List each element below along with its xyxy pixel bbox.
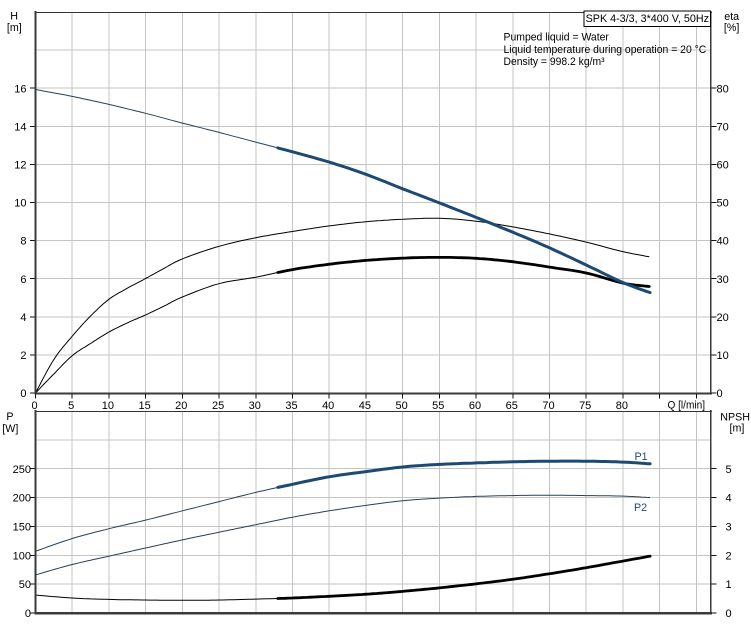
svg-text:4: 4 [726, 493, 732, 505]
svg-text:30: 30 [717, 274, 729, 286]
svg-text:Density = 998.2 kg/m³: Density = 998.2 kg/m³ [504, 56, 606, 68]
svg-text:16: 16 [14, 83, 26, 95]
svg-text:10: 10 [102, 400, 114, 412]
svg-text:50: 50 [395, 400, 407, 412]
svg-text:NPSH: NPSH [720, 412, 750, 424]
svg-text:20: 20 [717, 312, 729, 324]
svg-text:SPK 4-3/3, 3*400 V, 50Hz: SPK 4-3/3, 3*400 V, 50Hz [586, 13, 709, 25]
svg-text:0: 0 [20, 388, 26, 400]
svg-text:30: 30 [249, 400, 261, 412]
svg-text:5: 5 [726, 464, 732, 476]
svg-text:70: 70 [717, 121, 729, 133]
svg-text:250: 250 [13, 464, 31, 476]
svg-text:14: 14 [14, 121, 26, 133]
svg-text:0: 0 [726, 608, 732, 620]
svg-text:4: 4 [20, 312, 26, 324]
svg-text:100: 100 [13, 550, 31, 562]
svg-text:[%]: [%] [724, 22, 739, 34]
svg-text:P2: P2 [634, 502, 647, 514]
svg-text:Liquid temperature during oper: Liquid temperature during operation = 20… [504, 44, 707, 56]
svg-text:150: 150 [13, 522, 31, 534]
svg-text:8: 8 [20, 236, 26, 248]
svg-text:[m]: [m] [7, 22, 22, 34]
svg-text:Pumped liquid = Water: Pumped liquid = Water [504, 32, 610, 44]
svg-text:P: P [6, 411, 13, 423]
svg-text:55: 55 [432, 400, 444, 412]
svg-text:15: 15 [138, 400, 150, 412]
svg-text:80: 80 [616, 400, 628, 412]
svg-text:[m]: [m] [729, 423, 744, 435]
svg-text:60: 60 [469, 400, 481, 412]
svg-text:10: 10 [717, 350, 729, 362]
svg-text:0: 0 [25, 608, 31, 620]
svg-text:3: 3 [726, 522, 732, 534]
svg-text:50: 50 [19, 579, 31, 591]
svg-text:40: 40 [717, 236, 729, 248]
svg-text:0: 0 [31, 400, 37, 412]
svg-text:35: 35 [285, 400, 297, 412]
svg-text:200: 200 [13, 493, 31, 505]
svg-text:75: 75 [579, 400, 591, 412]
svg-text:5: 5 [68, 400, 74, 412]
svg-text:0: 0 [717, 388, 723, 400]
svg-text:2: 2 [726, 550, 732, 562]
svg-text:1: 1 [726, 579, 732, 591]
svg-text:25: 25 [212, 400, 224, 412]
svg-text:60: 60 [717, 160, 729, 172]
svg-text:12: 12 [14, 160, 26, 172]
svg-text:40: 40 [322, 400, 334, 412]
svg-text:H: H [10, 10, 18, 22]
svg-text:45: 45 [359, 400, 371, 412]
svg-text:65: 65 [506, 400, 518, 412]
svg-text:Q [l/min]: Q [l/min] [668, 400, 706, 412]
svg-text:20: 20 [175, 400, 187, 412]
svg-text:70: 70 [542, 400, 554, 412]
svg-text:2: 2 [20, 350, 26, 362]
svg-text:6: 6 [20, 274, 26, 286]
svg-text:80: 80 [717, 83, 729, 95]
svg-text:50: 50 [717, 198, 729, 210]
svg-text:[W]: [W] [2, 423, 18, 435]
svg-text:10: 10 [14, 198, 26, 210]
svg-text:P1: P1 [635, 451, 648, 463]
svg-text:eta: eta [724, 11, 739, 23]
